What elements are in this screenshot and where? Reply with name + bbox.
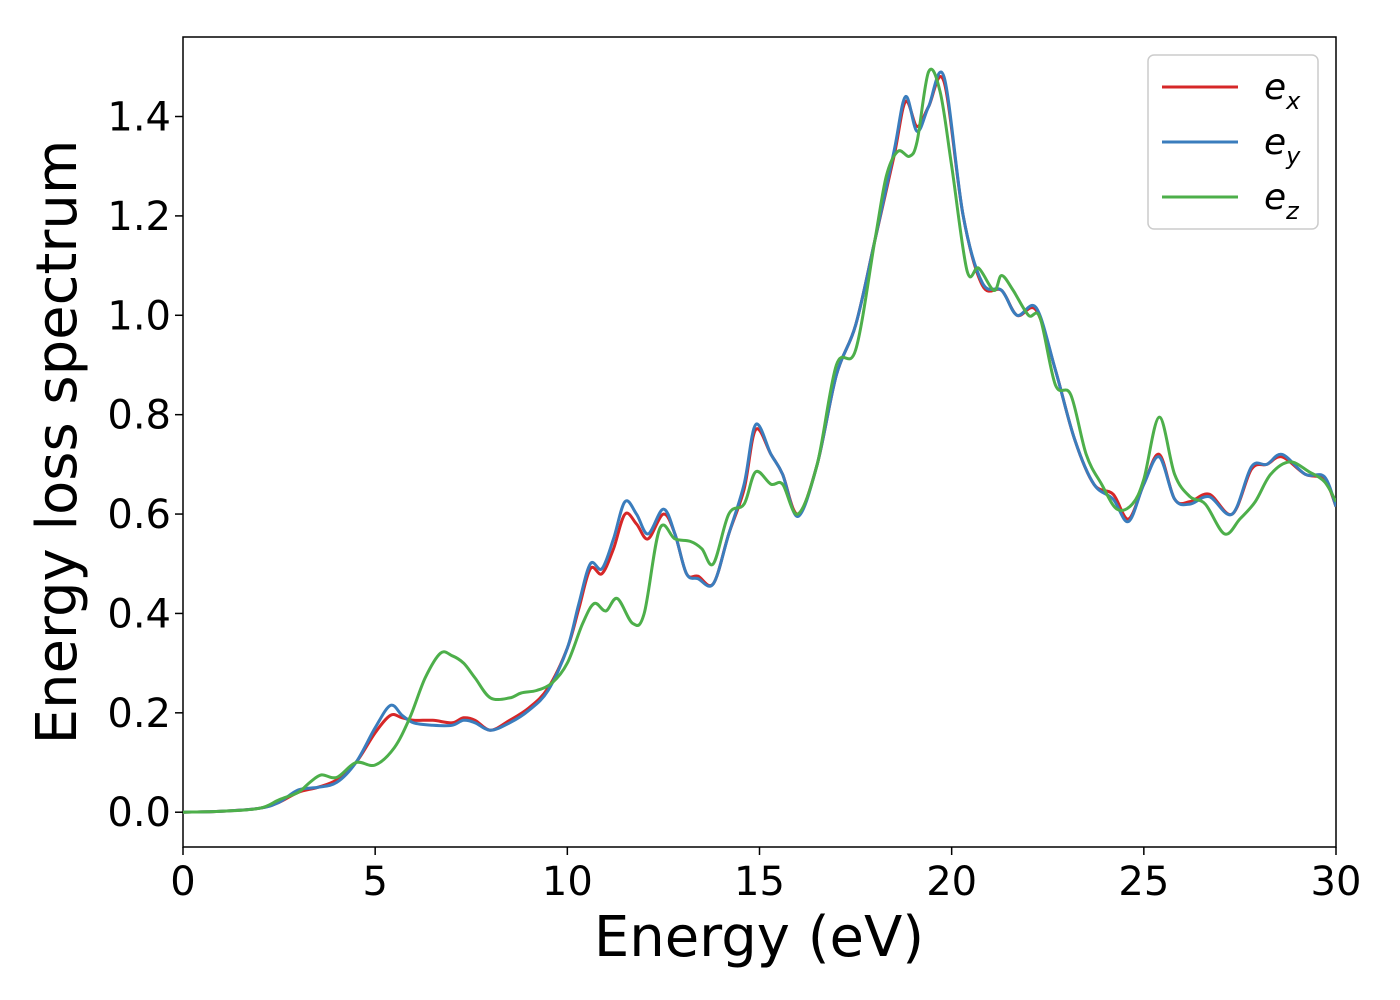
y-tick-label: 0.2 bbox=[107, 691, 171, 737]
y-tick-label: 0.4 bbox=[107, 591, 171, 637]
y-tick-label: 0.6 bbox=[107, 492, 171, 538]
x-tick-label: 5 bbox=[362, 859, 387, 905]
y-axis-ticks: 0.0 0.2 0.4 0.6 0.8 1.0 1.2 1.4 bbox=[107, 95, 183, 836]
x-tick-label: 15 bbox=[734, 859, 785, 905]
x-tick-label: 25 bbox=[1118, 859, 1169, 905]
x-tick-label: 30 bbox=[1311, 859, 1362, 905]
legend-label-e-y: ey bbox=[1264, 122, 1301, 170]
series-line-e-z bbox=[183, 67, 1336, 814]
y-tick-label: 1.0 bbox=[107, 293, 171, 339]
y-tick-label: 1.4 bbox=[107, 95, 171, 141]
x-tick-label: 10 bbox=[542, 859, 593, 905]
x-axis-label: Energy (eV) bbox=[594, 905, 924, 970]
x-axis-ticks: 0 5 10 15 20 25 30 bbox=[170, 847, 1361, 905]
series-line-e-y bbox=[183, 70, 1336, 814]
legend-label-e-x: ex bbox=[1264, 67, 1301, 115]
y-tick-label: 0.0 bbox=[107, 790, 171, 836]
y-tick-label: 1.2 bbox=[107, 194, 171, 240]
legend-label-e-z: ez bbox=[1264, 177, 1300, 225]
y-axis-label: Energy loss spectrum bbox=[25, 140, 90, 745]
x-tick-label: 20 bbox=[926, 859, 977, 905]
y-tick-label: 0.8 bbox=[107, 393, 171, 439]
series-layer bbox=[183, 67, 1336, 814]
legend: ex ey ez bbox=[1147, 54, 1319, 230]
x-tick-label: 0 bbox=[170, 859, 195, 905]
